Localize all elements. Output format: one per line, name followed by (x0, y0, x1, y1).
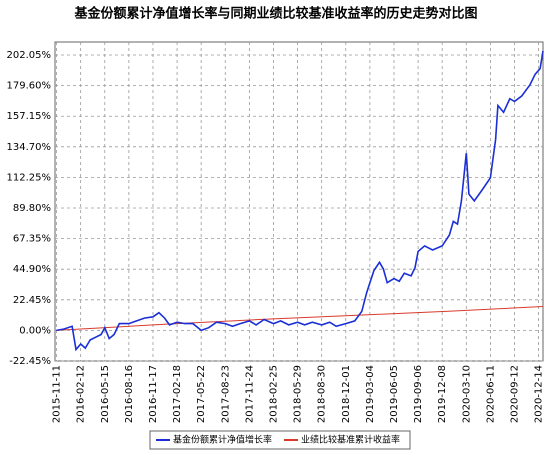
x-tick-label: 2019-03-04 (365, 365, 376, 423)
y-tick-label: 112.25% (7, 172, 52, 183)
y-tick-label: -22.45% (9, 356, 51, 367)
y-tick-label: 44.90% (13, 264, 51, 275)
legend-label: 业绩比较基准累计收益率 (301, 434, 400, 446)
y-tick-label: 67.35% (13, 234, 51, 245)
x-tick-label: 2017-11-24 (244, 365, 255, 423)
x-tick-label: 2019-12-08 (437, 365, 448, 423)
y-tick-label: 179.60% (7, 81, 52, 92)
x-tick-label: 2019-09-06 (413, 365, 424, 423)
x-tick-label: 2017-02-18 (172, 365, 183, 423)
x-tick-label: 2020-12-14 (534, 365, 545, 423)
y-tick-label: 134.70% (7, 142, 52, 153)
y-tick-label: 202.05% (7, 50, 52, 61)
x-tick-label: 2016-02-12 (76, 365, 87, 423)
y-tick-label: 0.00% (19, 325, 51, 336)
series-line (56, 306, 544, 331)
y-tick-label: 89.80% (13, 203, 51, 214)
series-line (56, 50, 544, 352)
x-tick-label: 2018-05-29 (293, 365, 304, 423)
x-tick-label: 2018-12-01 (341, 365, 352, 423)
x-tick-label: 2016-05-15 (100, 365, 111, 423)
plot-frame (54, 41, 544, 362)
y-tick-label: 22.45% (13, 295, 51, 306)
x-tick-label: 2018-02-25 (268, 365, 279, 423)
legend-box (149, 430, 411, 450)
x-tick-label: 2017-08-23 (220, 365, 231, 423)
x-tick-label: 2016-11-17 (148, 365, 159, 423)
x-tick-label: 2015-11-11 (52, 365, 63, 423)
chart-title: 基金份额累计净值增长率与同期业绩比较基准收益率的历史走势对比图 (73, 6, 477, 22)
y-tick-label: 157.15% (7, 111, 52, 122)
legend-label: 基金份额累计净值增长率 (173, 434, 272, 446)
x-tick-label: 2020-06-11 (485, 365, 496, 423)
x-tick-label: 2018-08-30 (317, 365, 328, 423)
x-tick-label: 2019-06-05 (389, 365, 400, 423)
x-tick-label: 2020-03-10 (461, 365, 472, 423)
x-tick-label: 2017-05-22 (196, 365, 207, 423)
x-tick-label: 2020-09-12 (509, 365, 520, 423)
x-tick-label: 2016-08-16 (124, 365, 135, 423)
